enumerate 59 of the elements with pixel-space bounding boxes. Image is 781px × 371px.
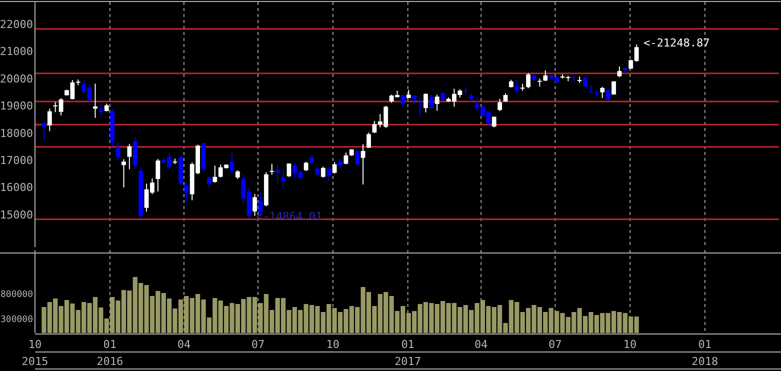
candlestick (583, 76, 588, 88)
candlestick (270, 163, 274, 176)
annotation: <-21248.87 (644, 36, 710, 50)
candlestick (206, 176, 212, 188)
candlestick (212, 165, 218, 184)
x-tick-label: 07 (251, 338, 265, 351)
x-tick-label: 07 (548, 338, 562, 351)
candlestick (612, 80, 616, 96)
candlestick (412, 94, 417, 104)
candlestick (281, 169, 286, 190)
candlestick (526, 72, 530, 89)
candlestick (434, 94, 440, 112)
candlestick (498, 98, 502, 112)
candlestick (326, 167, 332, 181)
candlestick (320, 166, 326, 178)
y-tick-label: 17000 (0, 154, 33, 167)
candlestick (93, 83, 98, 118)
candlestick (275, 164, 280, 184)
y-tick-label: 800000 (0, 290, 33, 300)
candlestick (360, 144, 366, 185)
candlestick (127, 143, 132, 170)
candlestick (424, 92, 428, 113)
candlestick (600, 86, 605, 98)
candlestick (400, 94, 406, 108)
y-tick-label: 19000 (0, 100, 33, 113)
candlestick (492, 116, 496, 128)
x-tick-label: 10 (326, 338, 340, 351)
candlestick (184, 182, 189, 202)
candlestick (122, 158, 126, 188)
candlestick (116, 142, 120, 162)
x-tick-label: 04 (474, 338, 488, 351)
x-tick-label: 01 2017 (394, 338, 422, 368)
candlestick (332, 162, 337, 174)
candlestick (286, 163, 292, 178)
candlestick (606, 88, 610, 101)
y-tick-label: 18000 (0, 126, 33, 140)
candlestick (47, 108, 52, 132)
candlestick (429, 94, 434, 109)
candlestick (252, 193, 257, 216)
y-tick-label: 300000 (0, 315, 33, 325)
x-tick-label: 01 2018 (692, 338, 718, 368)
candlestick (98, 104, 104, 116)
candlestick (344, 152, 348, 165)
x-tick-label: 10 (623, 338, 637, 351)
y-tick-label: 22000 (0, 18, 33, 32)
candlestick (315, 166, 320, 177)
y-tick-label: 20000 (0, 72, 33, 86)
x-tick-label: 04 (177, 338, 191, 351)
y-tick-label: 15000 (0, 208, 33, 222)
candlestick (366, 132, 371, 149)
x-tick-label: 01 2016 (96, 338, 124, 368)
x-tick-label: 10 2015 (22, 338, 48, 368)
candlestick (355, 148, 360, 166)
candlestick (514, 79, 520, 94)
candlestick (230, 152, 234, 174)
y-tick-label: 16000 (0, 181, 33, 194)
candlestick (543, 70, 548, 82)
y-tick-label: 21000 (0, 45, 33, 58)
candlestick (156, 158, 160, 192)
